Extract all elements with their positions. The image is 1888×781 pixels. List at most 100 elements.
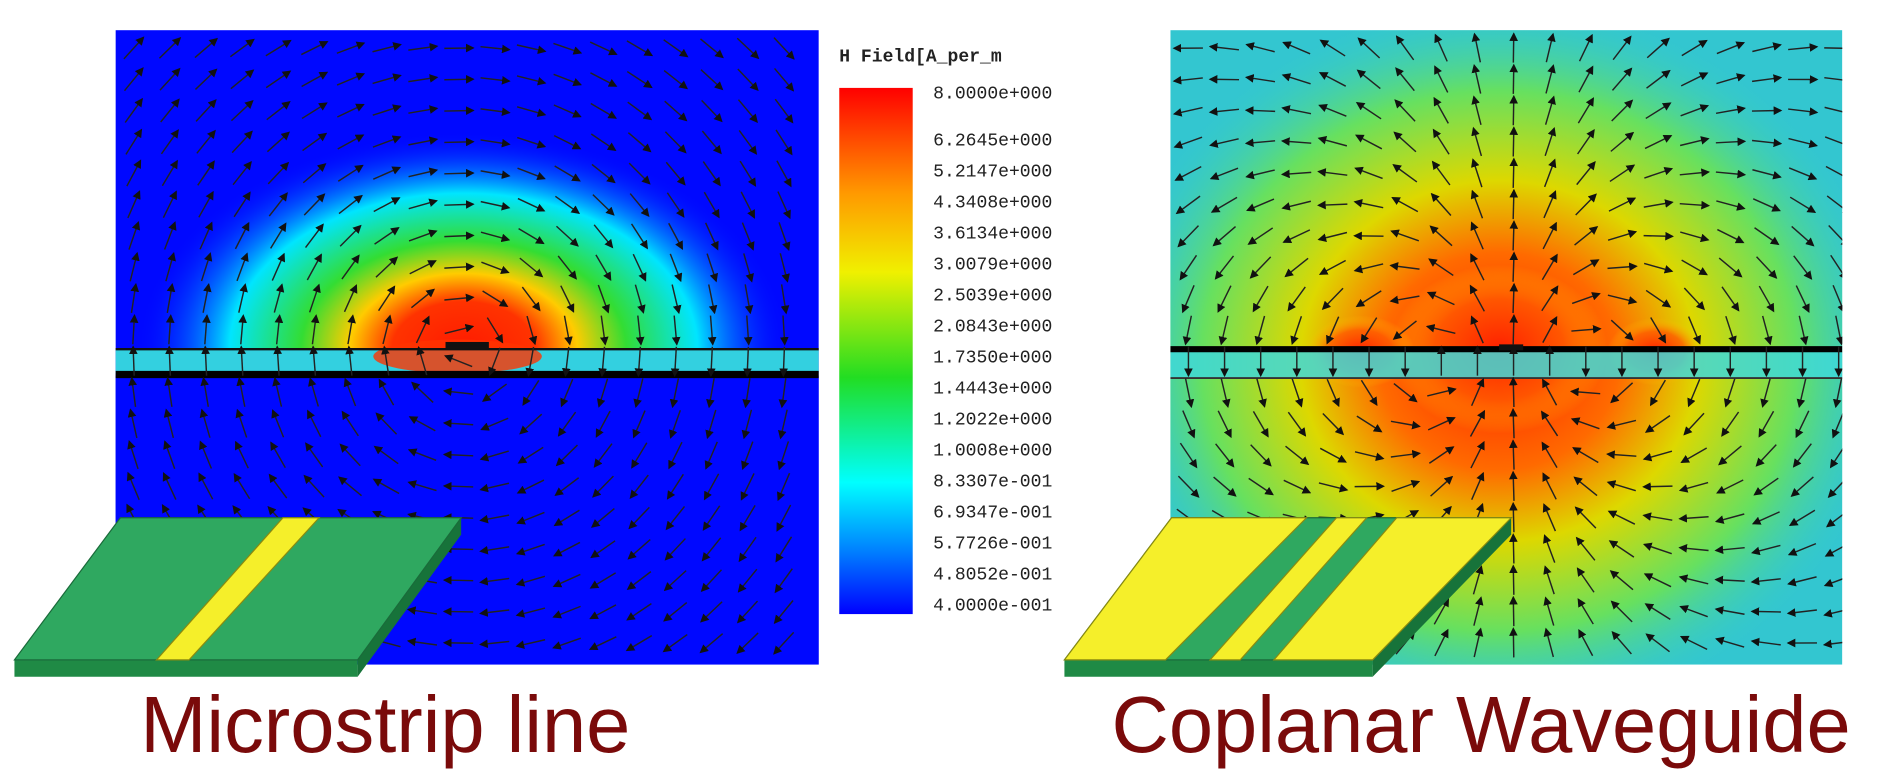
- field-arrow: [126, 471, 140, 501]
- field-arrow: [1545, 32, 1556, 63]
- field-arrow: [631, 442, 648, 469]
- cpw-icon: [1063, 517, 1513, 677]
- field-arrow: [1610, 131, 1635, 152]
- field-arrow: [1642, 450, 1673, 462]
- field-arrow: [557, 411, 577, 437]
- field-arrow: [1642, 482, 1673, 491]
- field-arrow: [1282, 41, 1311, 55]
- field-arrow: [700, 601, 723, 623]
- field-arrow: [664, 131, 687, 154]
- field-arrow: [663, 602, 688, 622]
- field-arrow: [1751, 106, 1783, 115]
- field-arrow: [162, 472, 177, 500]
- field-arrow: [1395, 67, 1415, 92]
- field-arrow: [336, 72, 366, 86]
- field-arrow: [1291, 378, 1304, 408]
- field-arrow: [1317, 231, 1348, 242]
- field-arrow: [591, 507, 615, 528]
- legend-label: 8.3307e-001: [933, 472, 1052, 492]
- field-arrow: [1751, 138, 1783, 148]
- field-arrow: [444, 354, 473, 368]
- field-arrow: [1428, 446, 1455, 464]
- field-arrow: [1715, 137, 1747, 147]
- field-arrow: [626, 40, 654, 57]
- field-arrow: [1714, 545, 1745, 555]
- field-arrow: [1317, 200, 1348, 210]
- legend-label: 3.6134e+000: [933, 225, 1052, 245]
- field-arrow: [1281, 105, 1312, 115]
- field-arrow: [517, 197, 546, 212]
- field-arrow: [1433, 597, 1450, 625]
- field-arrow: [516, 479, 545, 494]
- field-arrow: [1718, 445, 1742, 466]
- field-arrow: [1822, 639, 1843, 649]
- field-arrow: [1394, 99, 1416, 122]
- field-arrow: [736, 37, 760, 60]
- field-arrow: [779, 315, 789, 346]
- field-arrow: [197, 160, 215, 186]
- field-arrow: [1473, 627, 1484, 658]
- field-arrow: [1715, 105, 1746, 115]
- field-arrow: [339, 443, 361, 467]
- field-arrow: [372, 166, 402, 180]
- field-arrow: [1244, 138, 1276, 148]
- field-arrow: [588, 636, 617, 651]
- field-arrow: [1644, 415, 1671, 433]
- field-arrow: [1543, 565, 1555, 595]
- field-arrow: [515, 607, 546, 618]
- field-arrow: [372, 73, 402, 85]
- cpw-field: [1170, 30, 1843, 665]
- field-arrow: [553, 509, 580, 527]
- field-arrow: [516, 75, 547, 86]
- field-arrow: [1318, 104, 1347, 117]
- field-arrow: [1824, 47, 1843, 49]
- field-arrow: [592, 475, 614, 498]
- field-arrow: [1750, 637, 1781, 647]
- field-arrow: [1752, 198, 1781, 212]
- field-arrow: [1322, 412, 1345, 436]
- field-arrow: [160, 129, 179, 155]
- field-arrow: [561, 346, 571, 378]
- field-arrow: [1390, 449, 1421, 459]
- field-arrow: [590, 72, 618, 87]
- field-arrow: [1392, 164, 1418, 183]
- field-arrow: [1574, 226, 1599, 246]
- field-arrow: [742, 378, 751, 409]
- field-arrow: [591, 163, 616, 184]
- field-arrow: [1282, 229, 1311, 244]
- field-arrow: [1680, 104, 1710, 117]
- field-arrow: [163, 440, 176, 469]
- field-arrow: [1826, 195, 1843, 215]
- field-arrow: [444, 168, 475, 178]
- legend-label: 4.3408e+000: [933, 194, 1052, 214]
- field-arrow: [1642, 512, 1673, 521]
- field-arrow: [1433, 96, 1449, 124]
- field-arrow: [202, 314, 211, 345]
- field-arrow: [128, 220, 141, 250]
- field-arrow: [230, 99, 254, 122]
- field-arrow: [701, 99, 723, 123]
- field-arrow: [516, 106, 547, 117]
- field-arrow: [408, 198, 438, 210]
- field-arrow: [1574, 506, 1597, 529]
- field-arrow: [1544, 126, 1557, 157]
- field-arrow: [1353, 198, 1384, 209]
- field-arrow: [1569, 387, 1601, 397]
- field-arrow: [1610, 600, 1633, 623]
- field-arrow: [479, 482, 510, 493]
- field-arrow: [233, 472, 251, 500]
- field-arrow: [235, 408, 248, 438]
- field-arrow: [411, 381, 434, 403]
- field-arrow: [442, 387, 474, 397]
- field-arrow: [1643, 231, 1674, 241]
- field-arrow: [778, 378, 788, 409]
- field-arrow: [1250, 444, 1272, 467]
- field-arrow: [1353, 263, 1384, 274]
- field-arrow: [337, 103, 365, 118]
- field-arrow: [337, 134, 365, 150]
- field-arrow: [372, 42, 402, 53]
- field-arrow: [599, 315, 609, 346]
- field-arrow: [1681, 259, 1708, 276]
- field-arrow: [375, 412, 398, 435]
- field-arrow: [273, 345, 283, 376]
